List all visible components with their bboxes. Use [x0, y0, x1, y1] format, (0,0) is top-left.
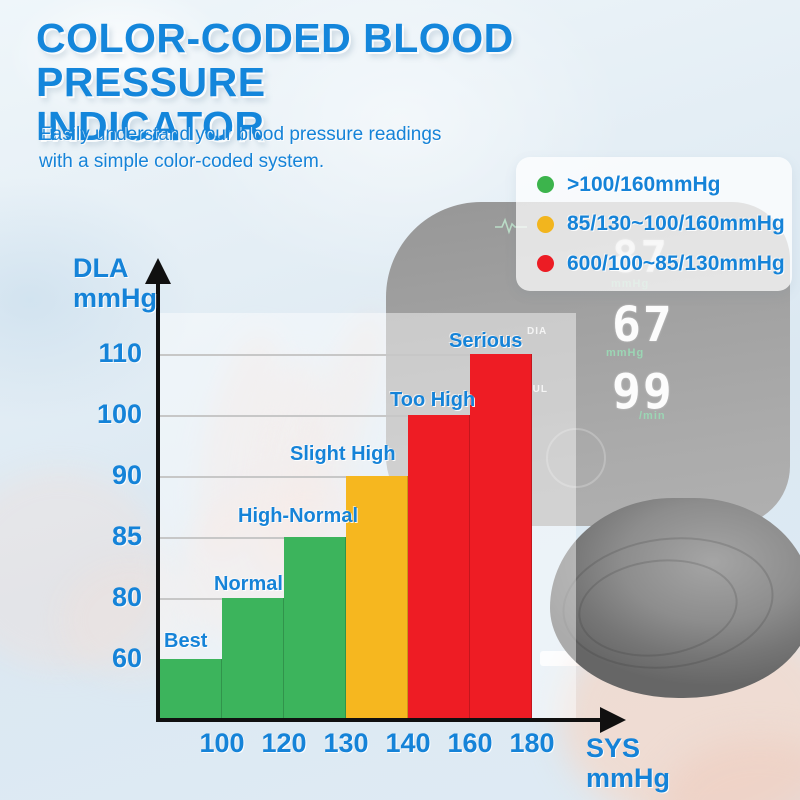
- legend: >100/160mmHg 85/130~100/160mmHg 600/100~85…: [516, 157, 792, 291]
- x-axis-title-line2: mmHg: [586, 763, 671, 793]
- device-dia-reading: 67: [612, 297, 674, 353]
- x-axis-title-line1: SYS: [586, 733, 641, 763]
- bar-label-best: Best: [164, 630, 208, 652]
- y-tick-label-110: 110: [98, 338, 142, 368]
- x-axis-title: SYS mmHg: [586, 733, 670, 793]
- bar-label-serious: Serious: [449, 330, 523, 352]
- bar-label-normal: Normal: [214, 573, 283, 595]
- y-tick-label-80: 80: [111, 582, 142, 612]
- legend-green-dot-icon: [537, 176, 554, 193]
- x-tick-label-140: 140: [385, 728, 431, 758]
- gridline-90: [158, 476, 532, 478]
- x-tick-label-130: 130: [323, 728, 369, 758]
- page-title: COLOR-CODED BLOOD PRESSURE INDICATOR: [36, 16, 716, 148]
- x-tick-label-180: 180: [509, 728, 555, 758]
- device-pulse-unit: /min: [639, 410, 666, 422]
- device-button: [546, 428, 606, 488]
- y-axis-line: [156, 282, 160, 722]
- y-tick-label-85: 85: [111, 521, 142, 551]
- hand-blur-left: [0, 470, 165, 670]
- bar-too-high: [408, 415, 470, 720]
- y-axis-title-line1: DLA: [73, 253, 129, 283]
- legend-item-label: 85/130~100/160mmHg: [567, 212, 785, 235]
- legend-red-dot-icon: [537, 255, 554, 272]
- x-tick-label-100: 100: [199, 728, 245, 758]
- gridline-110: [158, 354, 532, 356]
- gridline-100: [158, 415, 532, 417]
- legend-yellow-dot-icon: [537, 215, 554, 233]
- device-pul-label: PUL: [525, 384, 548, 395]
- page-subtitle-line1: Easily understand your blood pressure re…: [39, 124, 442, 145]
- heartbeat-logo-icon: [495, 217, 527, 235]
- device-pulse-reading: 99: [612, 364, 674, 420]
- x-tick-label-160: 160: [447, 728, 493, 758]
- x-axis-line: [156, 718, 604, 722]
- legend-item: >100/160mmHg: [516, 173, 792, 197]
- bar-label-high-normal: High-Normal: [238, 505, 358, 527]
- y-tick-label-90: 90: [111, 460, 142, 490]
- bp-cuff: [550, 498, 800, 698]
- bar-slight-high: [346, 476, 408, 720]
- bar-best: [160, 659, 222, 720]
- bar-normal: [222, 598, 284, 720]
- page-title-line2: INDICATOR: [36, 103, 265, 149]
- legend-item-label: 600/100~85/130mmHg: [567, 251, 785, 275]
- legend-item-label: >100/160mmHg: [567, 172, 721, 196]
- x-tick-label-120: 120: [261, 728, 307, 758]
- x-axis-arrow-icon: [600, 707, 626, 733]
- bar-label-too-high: Too High: [390, 389, 476, 411]
- device-dia-unit: mmHg: [606, 347, 645, 359]
- bar-serious: [470, 354, 532, 720]
- page-subtitle-line2: with a simple color-coded system.: [39, 151, 325, 172]
- bar-high-normal: [284, 537, 346, 720]
- y-axis-arrow-icon: [145, 258, 171, 284]
- y-axis-title-line2: mmHg: [73, 283, 158, 313]
- legend-item: 85/130~100/160mmHg: [516, 212, 792, 236]
- page-subtitle: Easily understand your blood pressure re…: [39, 121, 499, 175]
- y-tick-label-60: 60: [111, 643, 142, 673]
- page-title-line1: COLOR-CODED BLOOD PRESSURE: [36, 15, 514, 105]
- bar-label-slight-high: Slight High: [290, 443, 396, 465]
- legend-item: 600/100~85/130mmHg: [516, 252, 792, 276]
- device-dia-label: DIA: [527, 326, 548, 337]
- y-tick-label-100: 100: [96, 399, 142, 429]
- y-axis-title: DLA mmHg: [73, 253, 157, 313]
